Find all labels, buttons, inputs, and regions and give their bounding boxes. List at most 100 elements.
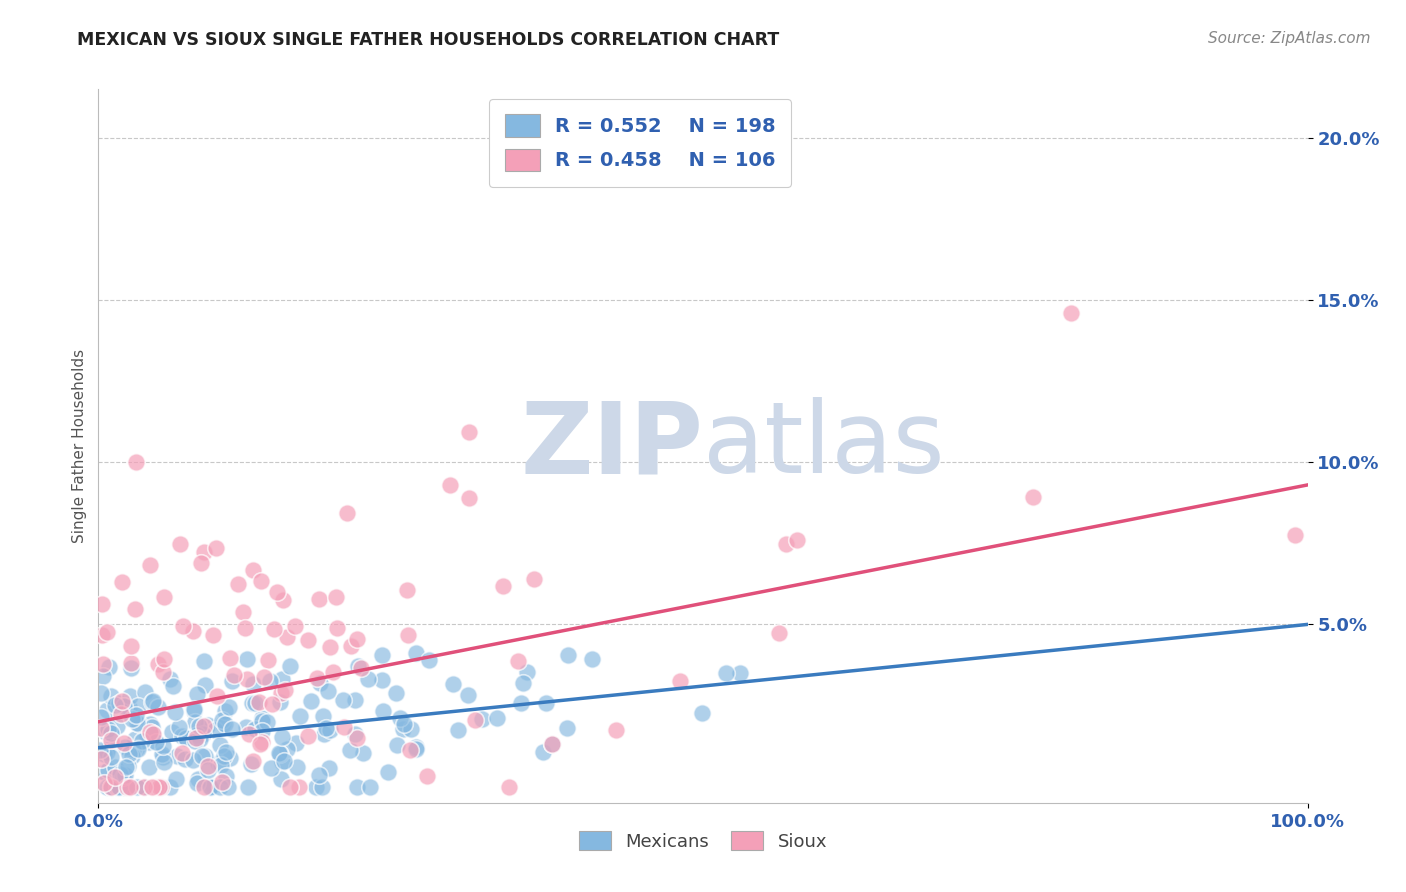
- Point: [219, 751, 242, 765]
- Point: [110, 780, 132, 794]
- Point: [114, 736, 136, 750]
- Point: [194, 748, 217, 763]
- Point: [228, 577, 250, 591]
- Point: [240, 696, 263, 710]
- Point: [174, 731, 197, 746]
- Point: [193, 654, 215, 668]
- Point: [124, 732, 146, 747]
- Point: [233, 621, 256, 635]
- Point: [145, 780, 167, 794]
- Point: [299, 694, 322, 708]
- Point: [232, 605, 254, 619]
- Point: [336, 507, 359, 521]
- Point: [97, 659, 120, 673]
- Point: [120, 661, 142, 675]
- Point: [457, 688, 479, 702]
- Point: [343, 692, 366, 706]
- Point: [211, 716, 233, 731]
- Point: [135, 729, 157, 743]
- Point: [346, 632, 368, 647]
- Point: [165, 772, 187, 786]
- Point: [183, 704, 205, 718]
- Point: [347, 659, 370, 673]
- Point: [266, 584, 288, 599]
- Point: [120, 689, 142, 703]
- Point: [188, 719, 211, 733]
- Point: [107, 780, 129, 794]
- Point: [249, 737, 271, 751]
- Point: [399, 743, 422, 757]
- Point: [384, 686, 406, 700]
- Point: [775, 537, 797, 551]
- Point: [221, 722, 243, 736]
- Point: [93, 776, 115, 790]
- Point: [153, 590, 176, 604]
- Point: [132, 780, 155, 794]
- Point: [318, 761, 340, 775]
- Point: [207, 756, 229, 771]
- Point: [1060, 306, 1083, 320]
- Point: [91, 597, 114, 611]
- Point: [212, 749, 235, 764]
- Point: [131, 733, 153, 747]
- Point: [269, 695, 291, 709]
- Point: [346, 731, 368, 746]
- Point: [96, 703, 118, 717]
- Point: [215, 746, 238, 760]
- Point: [395, 582, 418, 597]
- Point: [104, 698, 127, 712]
- Point: [148, 780, 170, 794]
- Point: [260, 761, 283, 775]
- Point: [371, 673, 394, 687]
- Point: [388, 710, 411, 724]
- Point: [238, 727, 260, 741]
- Point: [159, 780, 181, 794]
- Point: [352, 746, 374, 760]
- Point: [170, 746, 193, 760]
- Point: [100, 780, 122, 794]
- Point: [343, 727, 366, 741]
- Point: [127, 699, 149, 714]
- Point: [285, 760, 308, 774]
- Point: [142, 727, 165, 741]
- Point: [149, 780, 172, 794]
- Point: [114, 760, 136, 774]
- Point: [307, 671, 329, 685]
- Point: [471, 712, 494, 726]
- Point: [124, 602, 146, 616]
- Point: [215, 769, 238, 783]
- Point: [273, 682, 295, 697]
- Point: [1021, 491, 1043, 505]
- Point: [557, 648, 579, 662]
- Point: [284, 736, 307, 750]
- Point: [108, 696, 131, 710]
- Point: [262, 697, 284, 711]
- Point: [90, 721, 112, 735]
- Point: [139, 558, 162, 573]
- Point: [108, 767, 131, 781]
- Point: [326, 621, 349, 635]
- Point: [112, 780, 135, 794]
- Point: [256, 652, 278, 666]
- Point: [121, 748, 143, 763]
- Point: [245, 696, 267, 710]
- Point: [107, 780, 129, 794]
- Point: [339, 640, 361, 654]
- Point: [350, 661, 373, 675]
- Point: [531, 745, 554, 759]
- Point: [441, 677, 464, 691]
- Point: [148, 699, 170, 714]
- Point: [186, 728, 208, 742]
- Point: [276, 741, 298, 756]
- Point: [120, 639, 142, 653]
- Point: [150, 780, 173, 794]
- Point: [239, 757, 262, 772]
- Point: [173, 730, 195, 744]
- Point: [197, 717, 219, 731]
- Point: [114, 739, 136, 754]
- Point: [253, 670, 276, 684]
- Point: [110, 707, 132, 722]
- Point: [120, 780, 142, 794]
- Point: [125, 707, 148, 722]
- Text: Source: ZipAtlas.com: Source: ZipAtlas.com: [1208, 31, 1371, 46]
